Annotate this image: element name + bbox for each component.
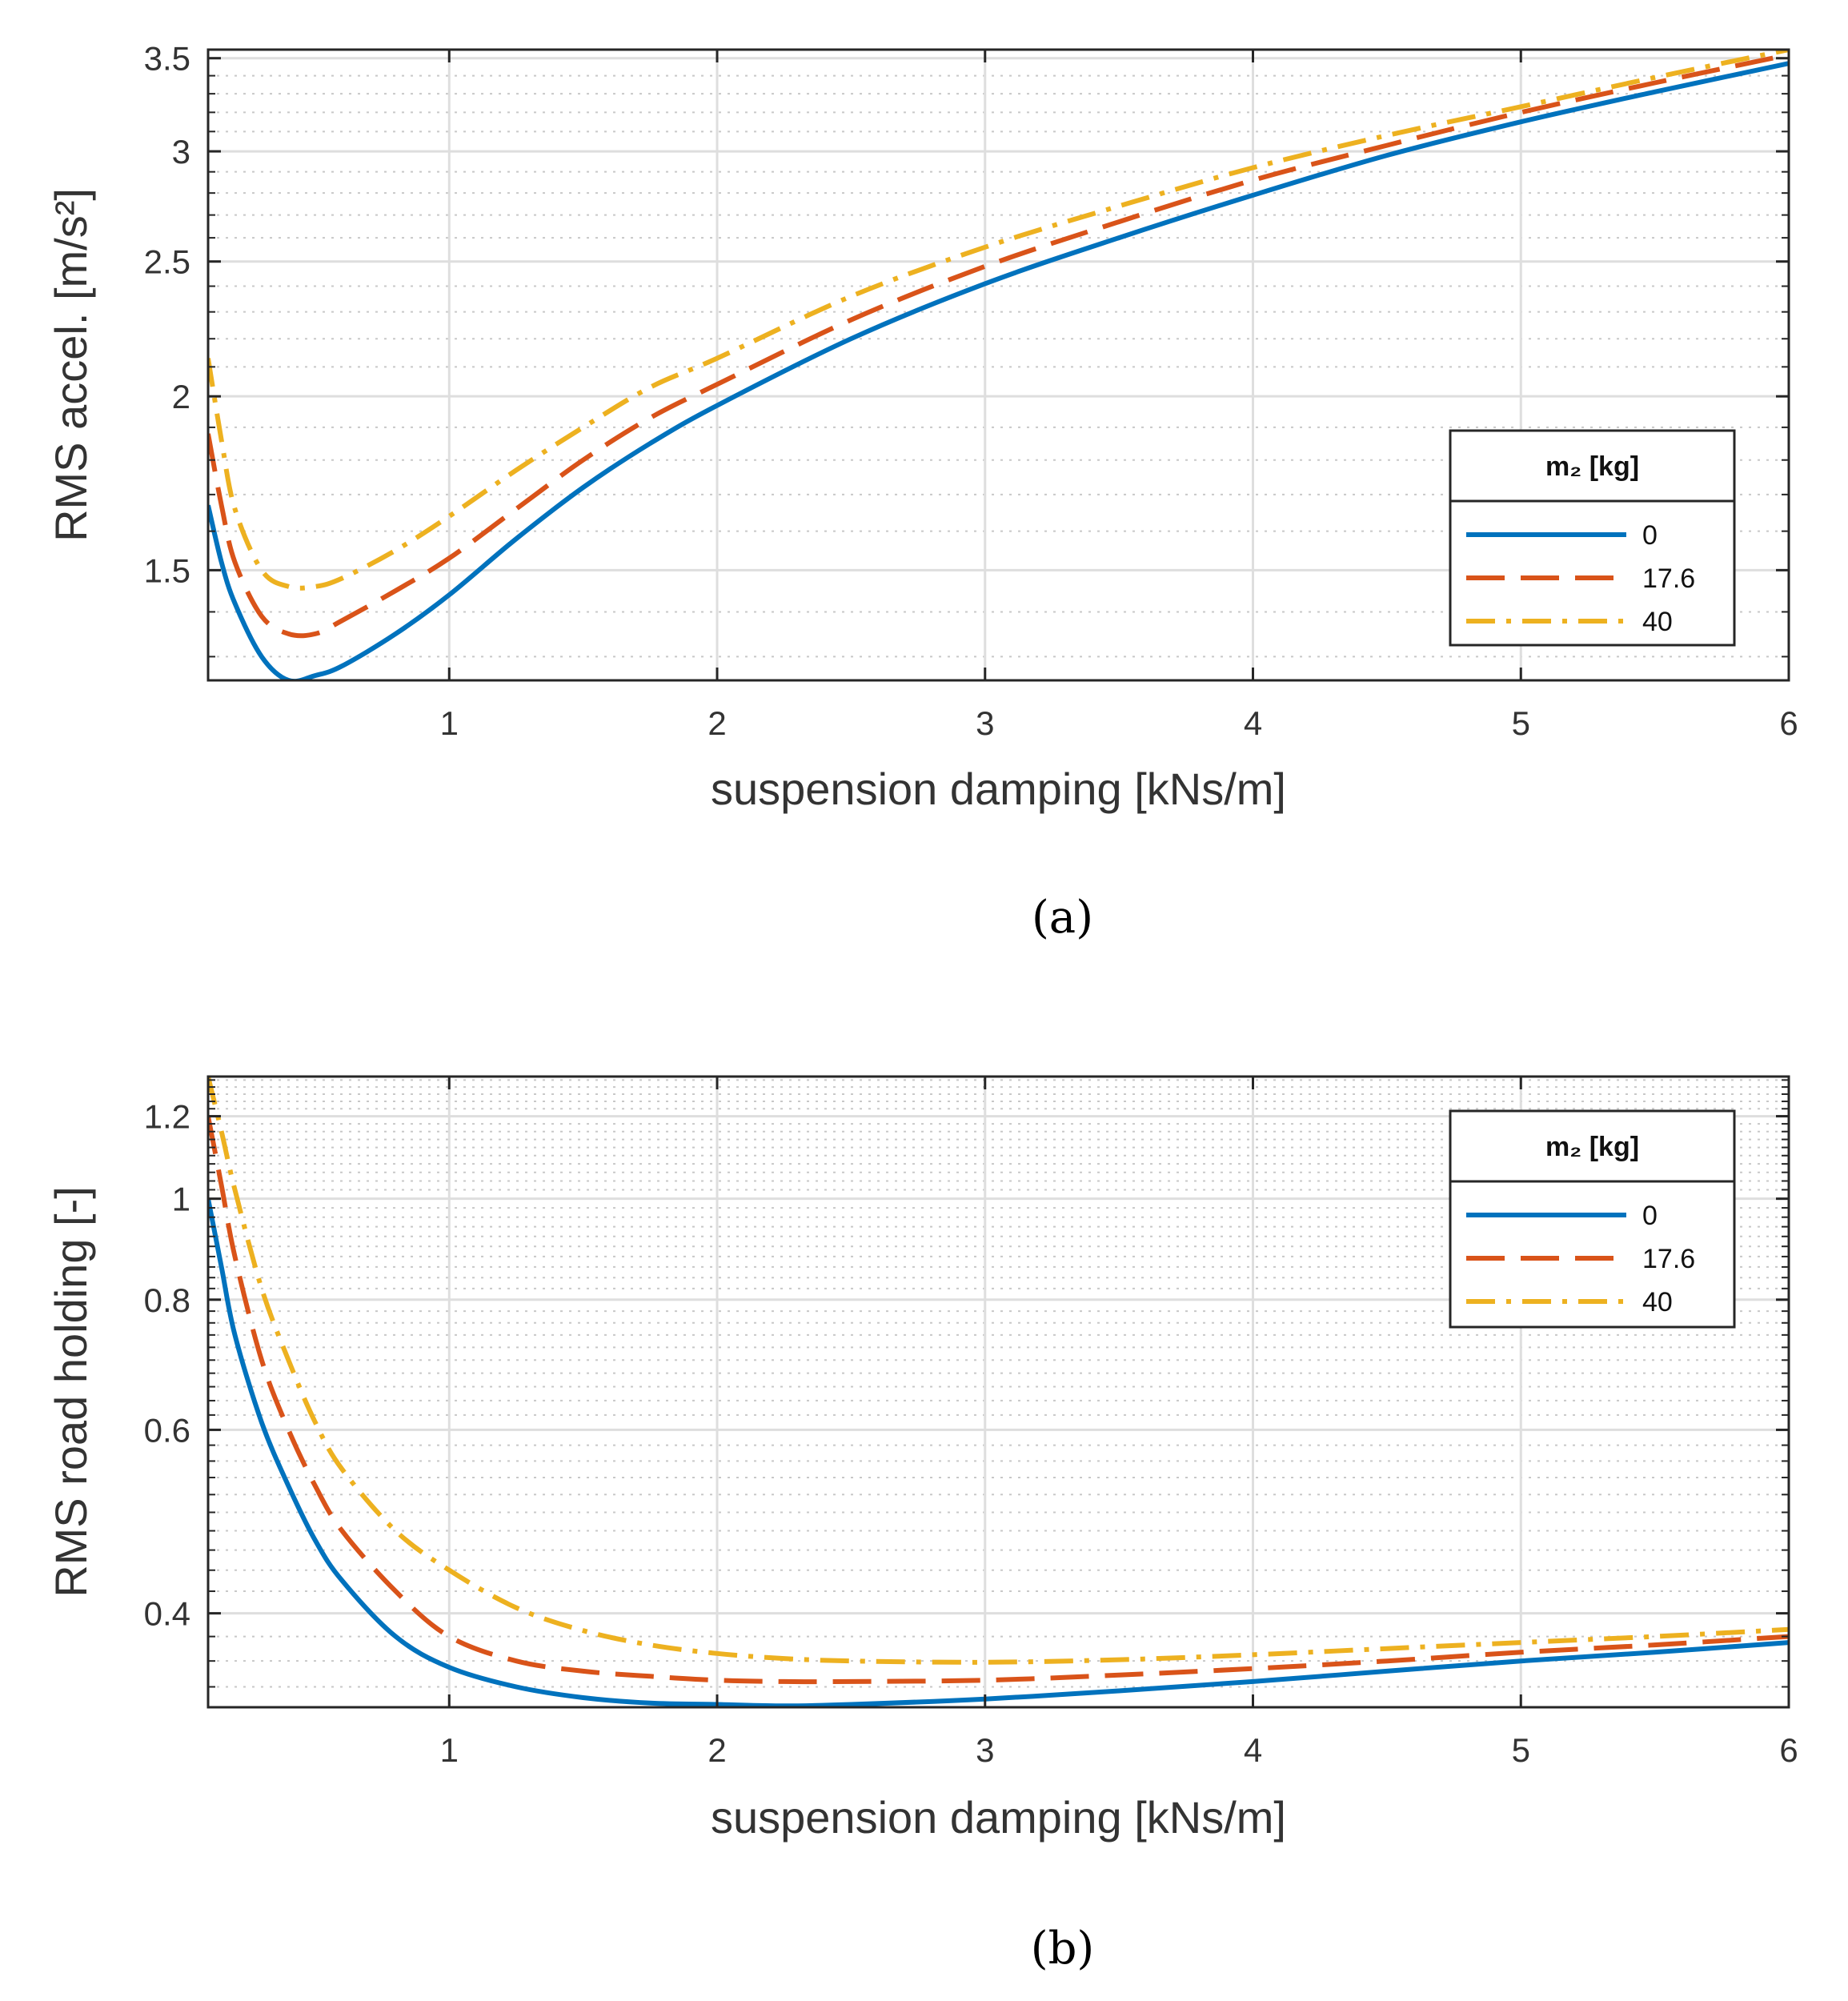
y-tick-label: 1.5 xyxy=(144,551,190,589)
panel-label: (a) xyxy=(1032,892,1093,944)
x-tick-label: 2 xyxy=(708,704,726,742)
y-tick-label: 2 xyxy=(172,378,190,415)
legend-box xyxy=(1449,429,1736,647)
series-line-17-6 xyxy=(208,52,1789,639)
ticks: 1 2 3 4 5 6 1.5 2 2.5 3 3.5 xyxy=(144,40,1798,742)
axes-box xyxy=(206,1075,1790,1709)
legend-box xyxy=(1449,1109,1736,1329)
axes-box xyxy=(206,48,1790,682)
x-tick-label: 3 xyxy=(976,704,994,742)
ticks: 1 2 3 4 5 6 0.4 0.6 0.8 1 1.2 xyxy=(144,1077,1798,1769)
x-axis-label: suspension damping [kNs/m] xyxy=(711,1792,1286,1843)
y-tick-label: 2.5 xyxy=(144,243,190,281)
series-line-17-6 xyxy=(208,1116,1789,1685)
legend-title: m₂ [kg] xyxy=(1545,451,1639,482)
legend-entry-label: 40 xyxy=(1642,1287,1673,1317)
x-tick-label: 3 xyxy=(976,1731,994,1769)
x-tick-label: 1 xyxy=(440,704,459,742)
legend-title: m₂ [kg] xyxy=(1545,1132,1639,1162)
legend: m₂ [kg] 0 17.6 40 xyxy=(1449,1109,1736,1329)
y-tick-label: 1.2 xyxy=(144,1098,190,1136)
legend-entry-label: 40 xyxy=(1642,607,1673,637)
x-tick-label: 4 xyxy=(1244,704,1262,742)
legend-entry-label: 0 xyxy=(1642,1201,1658,1231)
y-tick-label: 3.5 xyxy=(144,40,190,78)
series-line-40 xyxy=(208,50,1789,591)
x-tick-label: 6 xyxy=(1779,1731,1798,1769)
y-tick-label: 0.8 xyxy=(144,1281,190,1319)
x-axis-label: suspension damping [kNs/m] xyxy=(711,764,1286,814)
x-tick-label: 2 xyxy=(708,1731,726,1769)
chart-panel-b: 1 2 3 4 5 6 0.4 0.6 0.8 1 1.2 suspension damping [k… xyxy=(46,1075,1798,1975)
x-tick-label: 5 xyxy=(1512,1731,1530,1769)
legend-entry-label: 17.6 xyxy=(1642,1244,1695,1274)
x-tick-label: 5 xyxy=(1512,704,1530,742)
y-tick-label: 0.6 xyxy=(144,1411,190,1449)
series-line-0 xyxy=(208,61,1789,680)
y-tick-label: 0.4 xyxy=(144,1595,190,1633)
y-tick-label: 3 xyxy=(172,133,190,170)
panel-label: (b) xyxy=(1031,1923,1095,1975)
y-axis-label: RMS accel. [m/s²] xyxy=(46,188,96,542)
x-tick-label: 1 xyxy=(440,1731,459,1769)
y-tick-label: 1 xyxy=(172,1181,190,1218)
series-group xyxy=(208,50,1789,680)
legend-entry-label: 0 xyxy=(1642,520,1658,551)
x-tick-label: 6 xyxy=(1779,704,1798,742)
x-tick-label: 4 xyxy=(1244,1731,1262,1769)
series-line-0 xyxy=(208,1198,1789,1707)
series-line-40 xyxy=(208,1077,1789,1665)
chart-panel-a: 1 2 3 4 5 6 1.5 2 2.5 3 3.5 suspension damping [kNs… xyxy=(46,40,1798,944)
legend-entry-label: 17.6 xyxy=(1642,563,1695,594)
y-axis-label: RMS road holding [-] xyxy=(46,1186,96,1598)
legend: m₂ [kg] 0 17.6 40 xyxy=(1449,429,1736,647)
series-group xyxy=(208,1077,1789,1707)
